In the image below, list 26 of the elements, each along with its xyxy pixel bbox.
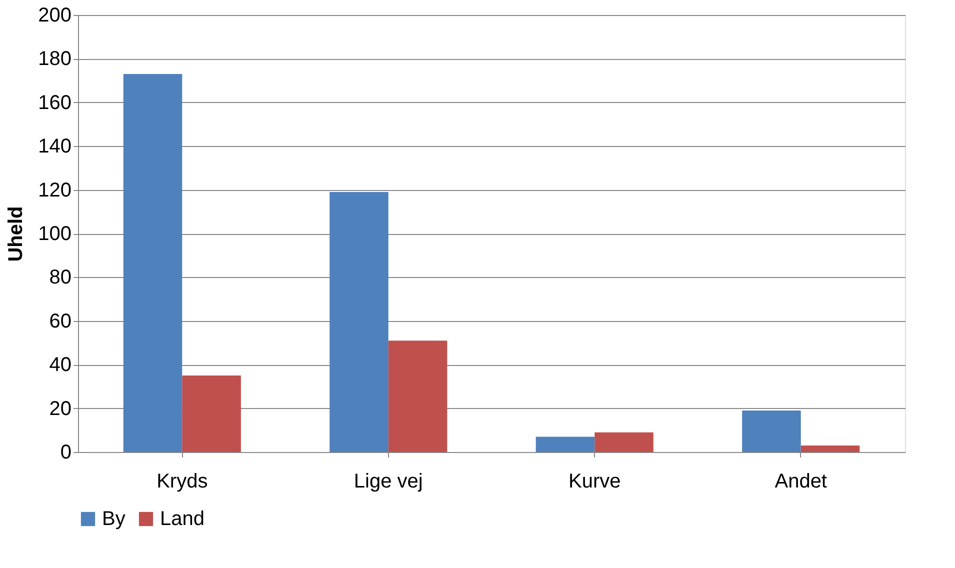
y-tick-label: 20 <box>49 398 72 420</box>
y-tick-label: 0 <box>60 442 72 464</box>
y-tick-label: 200 <box>38 4 72 26</box>
y-tick-label: 120 <box>38 179 72 202</box>
y-tick-label: 40 <box>49 354 72 376</box>
y-tick-label: 60 <box>49 310 72 332</box>
bar <box>123 74 182 452</box>
x-tick-label: Kryds <box>156 470 208 492</box>
y-tick-label: 100 <box>38 223 72 245</box>
bar <box>536 436 595 452</box>
y-axis-title: Uheld <box>5 206 28 262</box>
bar <box>330 192 388 452</box>
y-tick-label: 140 <box>38 136 72 158</box>
bar <box>388 340 448 452</box>
legend-label: Land <box>160 508 204 530</box>
x-tick-label: Andet <box>774 470 828 492</box>
x-tick-label: Lige vej <box>354 470 423 492</box>
legend-label: By <box>102 508 126 530</box>
bar <box>182 376 241 452</box>
y-tick-label: 80 <box>49 266 72 289</box>
bar <box>800 445 860 452</box>
bar <box>594 432 654 452</box>
y-tick-label: 180 <box>38 48 72 70</box>
x-tick-label: Kurve <box>568 470 621 492</box>
bar <box>742 410 801 452</box>
y-tick-label: 160 <box>38 92 72 114</box>
